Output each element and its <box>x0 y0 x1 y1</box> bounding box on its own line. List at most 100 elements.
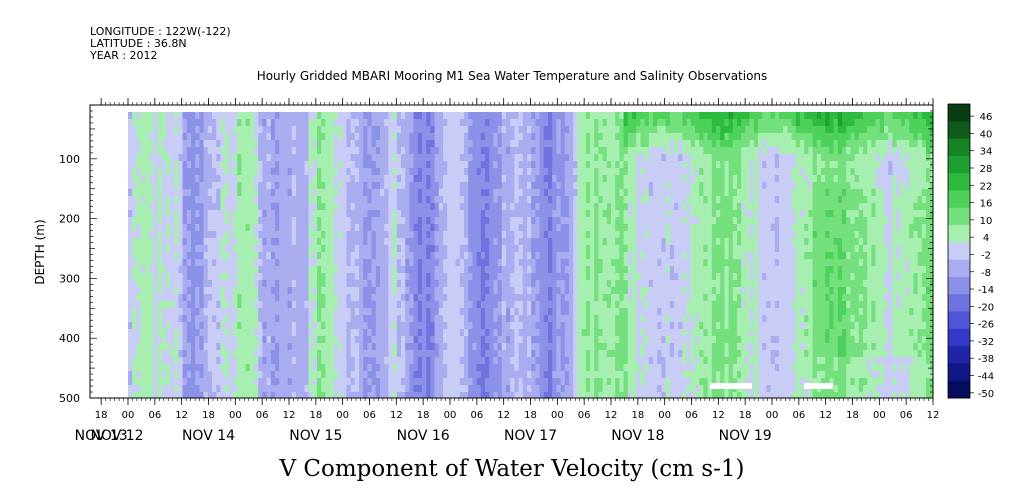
heatmap-cell <box>371 371 377 379</box>
heatmap-cell <box>128 119 133 127</box>
heatmap-cell <box>237 210 242 218</box>
heatmap-cell <box>539 294 545 302</box>
heatmap-cell <box>531 301 536 309</box>
heatmap-cell <box>468 364 473 372</box>
heatmap-cell <box>174 308 179 316</box>
heatmap-cell <box>375 189 381 197</box>
heatmap-cell <box>245 203 251 211</box>
heatmap-cell <box>510 385 515 393</box>
heatmap-cell <box>199 322 205 330</box>
heatmap-cell <box>581 161 587 169</box>
heatmap-cell <box>312 140 318 148</box>
heatmap-cell <box>140 371 146 379</box>
heatmap-cell <box>606 203 612 211</box>
heatmap-cell <box>531 133 536 141</box>
heatmap-cell <box>619 126 625 134</box>
heatmap-cell <box>455 280 461 288</box>
heatmap-cell <box>590 168 595 176</box>
heatmap-cell <box>317 259 322 267</box>
heatmap-cell <box>539 238 545 246</box>
heatmap-cell <box>165 371 171 379</box>
heatmap-cell <box>144 350 150 358</box>
heatmap-cell <box>455 182 461 190</box>
heatmap-cell <box>464 119 469 127</box>
heatmap-cell <box>249 329 255 337</box>
heatmap-cell <box>581 364 587 372</box>
heatmap-cell <box>573 238 578 246</box>
heatmap-cell <box>317 336 322 344</box>
heatmap-cell <box>245 182 251 190</box>
heatmap-cell <box>497 147 503 155</box>
heatmap-cell <box>602 294 608 302</box>
heatmap-cell <box>220 301 226 309</box>
heatmap-cell <box>585 196 591 204</box>
heatmap-cell <box>174 133 179 141</box>
heatmap-cell <box>161 336 167 344</box>
heatmap-cell <box>543 119 549 127</box>
heatmap-cell <box>359 378 364 386</box>
heatmap-cell <box>417 112 423 120</box>
heatmap-cell <box>413 259 419 267</box>
heatmap-cell <box>619 371 625 379</box>
heatmap-cell <box>459 308 465 316</box>
heatmap-cell <box>619 161 625 169</box>
heatmap-cell <box>569 210 574 218</box>
heatmap-cell <box>480 175 486 183</box>
heatmap-cell <box>363 378 368 386</box>
heatmap-cell <box>438 371 444 379</box>
heatmap-cell <box>619 154 625 162</box>
heatmap-cell <box>270 294 276 302</box>
heatmap-cell <box>476 371 482 379</box>
heatmap-cell <box>514 322 520 330</box>
heatmap-cell <box>468 210 473 218</box>
heatmap-cell <box>178 196 184 204</box>
heatmap-cell <box>430 364 436 372</box>
heatmap-cell <box>279 287 284 295</box>
heatmap-cell <box>346 371 352 379</box>
heatmap-cell <box>489 231 494 239</box>
heatmap-cell <box>275 301 280 309</box>
heatmap-cell <box>426 287 431 295</box>
heatmap-cell <box>203 294 209 302</box>
heatmap-cell <box>140 161 146 169</box>
heatmap-cell <box>283 273 289 281</box>
heatmap-cell <box>632 168 637 176</box>
heatmap-cell <box>531 336 536 344</box>
heatmap-cell <box>594 252 599 260</box>
heatmap-cell <box>443 168 448 176</box>
heatmap-cell <box>140 182 146 190</box>
heatmap-cell <box>535 371 541 379</box>
heatmap-cell <box>170 301 175 309</box>
heatmap-cell <box>216 245 221 253</box>
heatmap-cell <box>451 112 457 120</box>
heatmap-cell <box>317 392 322 398</box>
heatmap-cell <box>531 175 536 183</box>
heatmap-cell <box>287 154 293 162</box>
heatmap-cell <box>468 119 473 127</box>
heatmap-cell <box>518 252 524 260</box>
heatmap-cell <box>304 217 310 225</box>
heatmap-cell <box>216 140 221 148</box>
heatmap-cell <box>548 231 553 239</box>
heatmap-cell <box>241 336 247 344</box>
heatmap-cell <box>590 224 595 232</box>
heatmap-cell <box>149 168 154 176</box>
heatmap-cell <box>132 259 137 267</box>
heatmap-cell <box>300 161 305 169</box>
heatmap-cell <box>186 147 192 155</box>
heatmap-cell <box>233 112 238 120</box>
heatmap-cell <box>438 336 444 344</box>
heatmap-cell <box>266 196 272 204</box>
heatmap-cell <box>598 392 604 398</box>
heatmap-cell <box>392 329 398 337</box>
heatmap-cell <box>136 175 142 183</box>
heatmap-cell <box>560 280 566 288</box>
heatmap-cell <box>191 196 196 204</box>
heatmap-cell <box>430 385 436 393</box>
heatmap-cell <box>636 140 641 148</box>
heatmap-cell <box>602 308 608 316</box>
heatmap-cell <box>396 308 402 316</box>
heatmap-cell <box>157 217 163 225</box>
heatmap-cell <box>476 336 482 344</box>
heatmap-cell <box>165 175 171 183</box>
